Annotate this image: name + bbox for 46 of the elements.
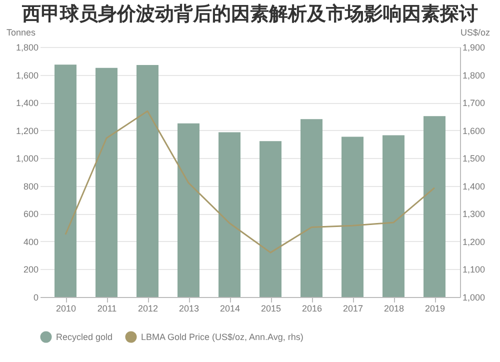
chart-title: 西甲球员身价波动背后的因素解析及市场影响因素探讨 <box>21 3 478 25</box>
bar <box>424 116 446 297</box>
y-axis-title: Tonnes <box>6 28 36 38</box>
bar <box>260 141 282 297</box>
y2-tick-label: 1,000 <box>462 292 486 302</box>
y2-tick-label: 1,400 <box>462 181 486 192</box>
y2-tick-label: 1,100 <box>462 264 486 275</box>
y2-tick-label: 1,700 <box>462 98 486 108</box>
y2-tick-label: 1,500 <box>462 154 486 164</box>
x-tick-label: 2014 <box>220 304 240 314</box>
y2-tick-label: 1,200 <box>462 236 486 247</box>
y-tick-label: 200 <box>23 264 38 275</box>
legend-label: LBMA Gold Price (US$/oz, Ann.Avg, rhs) <box>141 332 304 342</box>
y2-tick-label: 1,300 <box>462 209 486 220</box>
x-tick-label: 2016 <box>302 304 322 314</box>
line-series <box>64 110 436 254</box>
y-tick-label: 1,800 <box>16 42 38 52</box>
x-tick-label: 2011 <box>97 304 117 314</box>
bar <box>96 68 118 297</box>
y-tick-label: 1,200 <box>16 126 38 136</box>
y2-tick-label: 1,800 <box>462 70 486 80</box>
y2-tick-label: 1,600 <box>462 126 486 136</box>
y2-axis-title: US$/oz <box>460 28 491 38</box>
x-tick-label: 2013 <box>178 304 200 314</box>
legend-label: Recycled gold <box>56 332 113 342</box>
bar <box>382 135 404 297</box>
y-tick-label: 800 <box>23 181 38 192</box>
x-tick-label: 2019 <box>424 304 446 314</box>
bar <box>54 64 76 297</box>
bar <box>342 136 364 297</box>
x-tick-label: 2015 <box>260 304 282 314</box>
y-tick-label: 1,400 <box>16 98 38 108</box>
bar <box>136 65 158 297</box>
y-tick-label: 0 <box>33 292 38 302</box>
y-tick-label: 400 <box>23 236 38 247</box>
x-tick-label: 2012 <box>138 304 158 314</box>
x-tick-label: 2017 <box>342 304 364 314</box>
y2-tick-label: 1,900 <box>462 42 486 52</box>
y-tick-label: 600 <box>23 209 38 220</box>
bar <box>218 132 240 297</box>
x-tick-label: 2010 <box>56 304 76 314</box>
y-tick-label: 1,600 <box>16 70 38 80</box>
bar <box>178 123 200 297</box>
y-tick-label: 1,000 <box>16 154 38 164</box>
bar <box>300 119 322 297</box>
x-tick-label: 2018 <box>384 304 404 314</box>
